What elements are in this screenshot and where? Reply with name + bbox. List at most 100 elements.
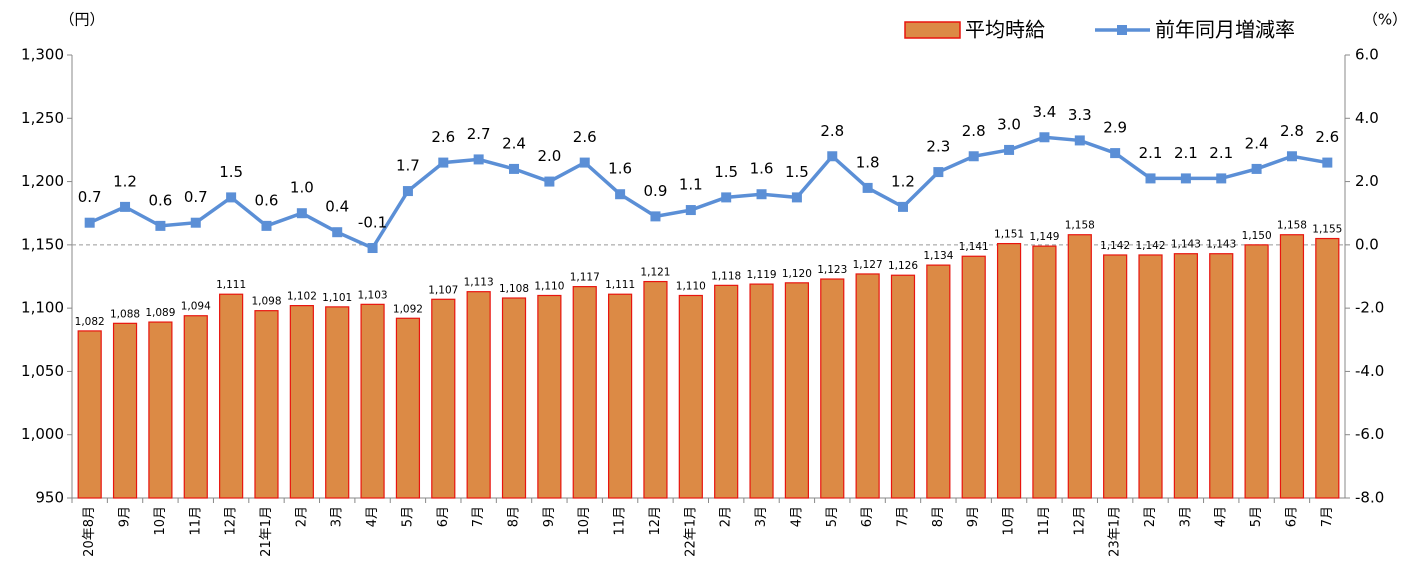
y-tick-label: 1,150 <box>21 235 64 253</box>
x-tick-label: 4月 <box>789 506 804 527</box>
line-value-label: 1.2 <box>891 172 915 190</box>
bar-value-label: 1,126 <box>888 260 918 272</box>
y2-tick-label: -4.0 <box>1355 362 1384 380</box>
x-tick-label: 3月 <box>754 506 769 527</box>
x-tick-label: 6月 <box>860 506 875 527</box>
bar-value-label: 1,119 <box>747 269 777 281</box>
line-value-label: 0.6 <box>255 191 279 209</box>
line-value-label: 1.1 <box>679 176 703 194</box>
bar <box>820 278 845 499</box>
bar-value-label: 1,088 <box>110 308 140 320</box>
line-value-label: 3.4 <box>1033 103 1057 121</box>
x-tick-label: 9月 <box>542 506 557 527</box>
bar <box>1067 234 1092 499</box>
bar-value-label: 1,158 <box>1277 220 1307 232</box>
bar-value-label: 1,113 <box>464 277 494 289</box>
line-marker <box>933 167 944 178</box>
legend-swatch <box>1117 25 1127 35</box>
y2-tick-label: 0.0 <box>1355 235 1379 253</box>
bar-value-label: 1,120 <box>782 268 812 280</box>
bar <box>996 242 1022 499</box>
bar-value-label: 1,082 <box>75 316 105 328</box>
line-marker <box>155 220 166 231</box>
line-value-label: 2.8 <box>962 122 986 140</box>
line-marker <box>721 192 732 203</box>
bar-value-label: 1,089 <box>145 307 175 319</box>
x-tick-label: 22年1月 <box>683 506 698 557</box>
line-marker <box>862 182 873 193</box>
bar <box>1279 234 1305 499</box>
line-marker <box>296 208 307 219</box>
y2-tick-label: -6.0 <box>1355 425 1384 443</box>
y-unit: （円） <box>59 11 104 29</box>
line-marker <box>544 176 555 187</box>
y-tick-label: 1,200 <box>21 172 64 190</box>
bar <box>749 283 774 499</box>
line-value-label: 2.7 <box>467 125 491 143</box>
x-tick-label: 6月 <box>436 506 451 527</box>
y2-unit: （%） <box>1363 11 1407 29</box>
bar <box>325 306 350 499</box>
bar-value-label: 1,118 <box>711 270 741 282</box>
line-value-label: 1.5 <box>219 163 243 181</box>
line-value-label: 1.2 <box>113 172 137 190</box>
line-marker <box>1039 132 1050 143</box>
y2-tick-label: -8.0 <box>1355 489 1384 507</box>
bar <box>1103 254 1128 499</box>
line-marker <box>226 192 237 203</box>
line-marker <box>1286 151 1297 162</box>
bar <box>1138 254 1163 499</box>
bar <box>784 282 810 499</box>
line-value-label: 0.7 <box>78 188 102 206</box>
bar <box>890 274 916 499</box>
x-tick-label: 5月 <box>825 506 840 527</box>
bar <box>961 255 986 499</box>
bar <box>1032 245 1057 499</box>
line-marker <box>897 201 908 212</box>
x-tick-label: 8月 <box>931 506 946 527</box>
bar-value-label: 1,102 <box>287 291 317 303</box>
bar-value-label: 1,123 <box>817 264 847 276</box>
line-value-label: 0.7 <box>184 188 208 206</box>
bar-value-label: 1,143 <box>1171 239 1201 251</box>
x-tick-label: 7月 <box>895 506 910 527</box>
x-tick-label: 5月 <box>400 506 415 527</box>
x-tick-label: 3月 <box>330 506 345 527</box>
bar <box>395 317 421 499</box>
line-value-label: 1.6 <box>750 160 774 178</box>
line-value-label: 1.5 <box>714 163 738 181</box>
line-marker <box>1180 173 1191 184</box>
line-marker <box>438 157 449 168</box>
bar <box>183 315 208 499</box>
x-tick-label: 8月 <box>507 506 522 527</box>
x-tick-label: 10月 <box>1002 506 1017 536</box>
bar <box>855 273 880 499</box>
line-value-label: 1.7 <box>396 157 420 175</box>
bar-value-label: 1,117 <box>570 272 600 284</box>
bar <box>360 303 385 499</box>
line-marker <box>261 220 272 231</box>
bar-value-label: 1,108 <box>499 283 529 295</box>
line-marker <box>190 217 201 228</box>
line-value-label: 2.3 <box>926 138 950 156</box>
bar-value-label: 1,101 <box>322 292 352 304</box>
bar <box>289 305 314 499</box>
bar-value-label: 1,155 <box>1312 224 1342 236</box>
line <box>88 135 1328 251</box>
x-tick-label: 10月 <box>153 506 168 536</box>
x-tick-label: 2月 <box>719 506 734 527</box>
line-value-label: 3.3 <box>1068 106 1092 124</box>
bar <box>714 284 739 499</box>
line-value-label: 2.6 <box>431 128 455 146</box>
line-marker <box>968 151 979 162</box>
bar <box>537 294 562 499</box>
line-value-label: 2.8 <box>1280 122 1304 140</box>
x-tick-label: 5月 <box>1249 506 1264 527</box>
bar <box>572 286 597 499</box>
bar-value-label: 1,134 <box>923 250 953 262</box>
bar <box>77 330 102 499</box>
line-marker <box>332 227 343 238</box>
line-value-label: 1.5 <box>785 163 809 181</box>
x-tick-label: 11月 <box>1037 506 1052 536</box>
